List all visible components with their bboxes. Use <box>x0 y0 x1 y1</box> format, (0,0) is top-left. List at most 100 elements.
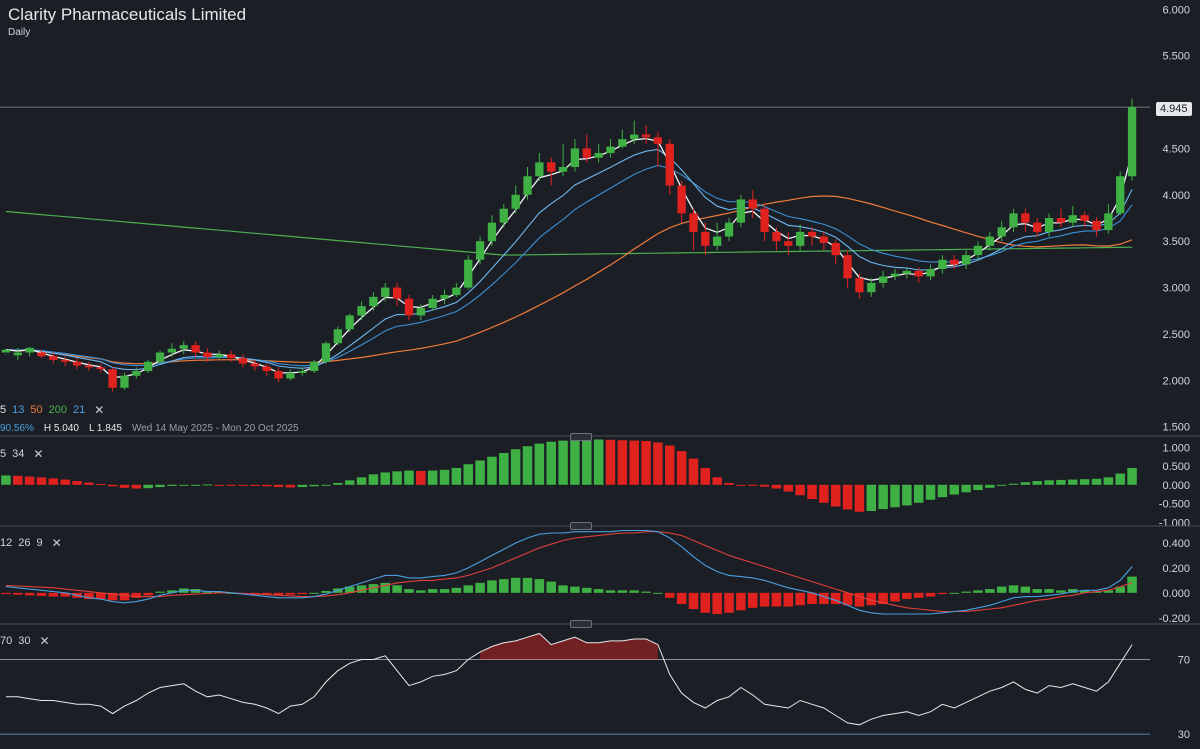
candle-body[interactable] <box>843 255 852 279</box>
candle-body[interactable] <box>440 294 449 299</box>
candle-body[interactable] <box>1033 222 1042 232</box>
candle-body[interactable] <box>997 227 1006 237</box>
candle-body[interactable] <box>286 372 295 379</box>
moving-average-legend[interactable]: 5 13 50 200 21 ✕ <box>0 402 109 418</box>
candle-body[interactable] <box>855 278 864 293</box>
rsi-pane[interactable]: 70 30 <box>0 632 1190 742</box>
candle-body[interactable] <box>807 231 817 237</box>
candle-body[interactable] <box>641 134 651 138</box>
candle-body[interactable] <box>748 199 757 209</box>
candle-body[interactable] <box>191 345 200 353</box>
candle-body[interactable] <box>689 213 698 232</box>
candle-body[interactable] <box>428 298 437 308</box>
candle-body[interactable] <box>511 194 520 209</box>
candle-body[interactable] <box>96 367 105 370</box>
candle-body[interactable] <box>49 356 58 360</box>
macd-pane[interactable]: 0.400 0.200 0.000 -0.200 <box>1 529 1190 625</box>
candle-body[interactable] <box>72 361 82 366</box>
candle-body[interactable] <box>796 231 805 246</box>
candle-body[interactable] <box>369 296 378 307</box>
ao-legend[interactable]: 5 34 ✕ <box>0 446 48 462</box>
candle-body[interactable] <box>547 162 556 172</box>
candle-body[interactable] <box>215 354 224 358</box>
candle-body[interactable] <box>558 166 568 172</box>
candle-body[interactable] <box>582 148 591 158</box>
candle-body[interactable] <box>84 365 94 368</box>
candle-body[interactable] <box>570 148 580 167</box>
candle-body[interactable] <box>950 259 959 265</box>
macd-legend[interactable]: 12 26 9 ✕ <box>0 535 66 551</box>
candle-body[interactable] <box>404 298 414 316</box>
candle-body[interactable] <box>772 231 781 242</box>
candle-body[interactable] <box>594 153 603 158</box>
candle-body[interactable] <box>238 358 248 364</box>
close-icon[interactable]: ✕ <box>94 403 105 417</box>
candle-body[interactable] <box>701 231 710 246</box>
candle-body[interactable] <box>677 185 686 214</box>
candle-body[interactable] <box>1068 215 1077 223</box>
candle-body[interactable] <box>784 241 793 246</box>
candle-body[interactable] <box>381 287 390 297</box>
pane-resize-handle[interactable] <box>570 522 592 530</box>
candle-body[interactable] <box>475 241 485 260</box>
candle-body[interactable] <box>914 270 923 277</box>
candle-body[interactable] <box>416 307 425 316</box>
candle-body[interactable] <box>499 208 508 223</box>
candle-body[interactable] <box>523 176 532 195</box>
candle-body[interactable] <box>1 349 11 353</box>
candle-body[interactable] <box>985 236 994 246</box>
candle-body[interactable] <box>724 222 734 237</box>
candle-body[interactable] <box>274 371 283 379</box>
candle-body[interactable] <box>167 348 177 353</box>
candle-body[interactable] <box>760 208 769 232</box>
candle-body[interactable] <box>464 259 473 288</box>
candle-body[interactable] <box>321 343 331 362</box>
close-icon[interactable]: ✕ <box>39 634 50 648</box>
candle-body[interactable] <box>1044 218 1054 232</box>
close-icon[interactable]: ✕ <box>51 536 62 550</box>
candle-body[interactable] <box>487 222 497 242</box>
candle-body[interactable] <box>37 352 46 357</box>
awesome-oscillator-pane[interactable]: 1.000 0.500 0.000 -0.500 -1.000 <box>1 439 1190 529</box>
candle-body[interactable] <box>713 236 722 246</box>
candle-body[interactable] <box>961 255 971 265</box>
candle-body[interactable] <box>606 146 615 154</box>
candle-body[interactable] <box>262 366 271 372</box>
candle-body[interactable] <box>618 139 627 147</box>
candle-body[interactable] <box>1009 213 1018 228</box>
candle-body[interactable] <box>155 352 165 362</box>
candle-body[interactable] <box>890 273 900 277</box>
candle-body[interactable] <box>630 134 639 140</box>
candle-body[interactable] <box>357 306 366 316</box>
candle-body[interactable] <box>298 371 307 373</box>
candle-body[interactable] <box>144 361 153 372</box>
candle-body[interactable] <box>1092 220 1101 231</box>
close-icon[interactable]: ✕ <box>33 447 44 461</box>
candle-body[interactable] <box>333 329 342 344</box>
candle-body[interactable] <box>819 236 829 244</box>
candle-body[interactable] <box>1021 213 1030 223</box>
candle-body[interactable] <box>452 287 461 295</box>
candle-body[interactable] <box>203 352 212 358</box>
candle-body[interactable] <box>665 143 674 186</box>
candle-body[interactable] <box>25 347 34 353</box>
rsi-legend[interactable]: 70 30 ✕ <box>0 633 54 649</box>
candle-body[interactable] <box>13 352 22 356</box>
candle-body[interactable] <box>1056 218 1066 223</box>
candle-body[interactable] <box>535 162 544 177</box>
candle-body[interactable] <box>345 315 354 330</box>
candle-body[interactable] <box>831 243 840 256</box>
candle-body[interactable] <box>309 361 319 372</box>
pane-resize-handle[interactable] <box>570 433 592 441</box>
candle-body[interactable] <box>736 199 746 223</box>
candle-body[interactable] <box>392 287 402 299</box>
candle-body[interactable] <box>108 369 117 388</box>
candle-body[interactable] <box>926 269 935 277</box>
candle-body[interactable] <box>120 375 129 388</box>
candle-body[interactable] <box>902 270 911 274</box>
candle-body[interactable] <box>250 363 260 367</box>
candle-body[interactable] <box>1116 176 1125 214</box>
candle-body[interactable] <box>227 354 236 359</box>
candle-body[interactable] <box>1127 107 1137 177</box>
candle-body[interactable] <box>973 245 983 256</box>
